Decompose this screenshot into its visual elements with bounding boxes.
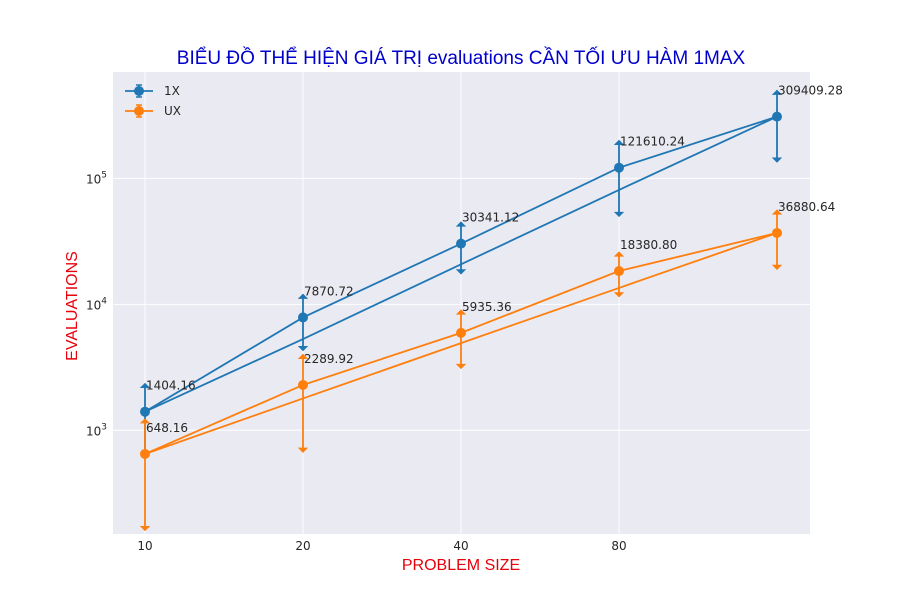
data-labels: 1404.16 7870.72 30341.12 121610.24 309409.28… (146, 84, 843, 435)
y-tick-label: 104 (86, 296, 107, 312)
y-axis-title: EVALUATIONS (64, 251, 81, 361)
data-label: 5935.36 (462, 300, 512, 314)
data-point (140, 406, 150, 417)
error-cap-up (455, 309, 467, 315)
error-cap-up (139, 418, 151, 424)
data-point (772, 111, 782, 122)
legend-label: UX (164, 104, 181, 118)
error-cap-up (297, 293, 309, 299)
data-point (614, 266, 624, 277)
legend-marker (134, 106, 144, 116)
data-point (456, 327, 466, 338)
data-label: 309409.28 (778, 84, 843, 98)
data-label: 18380.80 (620, 238, 677, 252)
y-tick-base: 10 (86, 298, 101, 312)
y-tick-label: 105 (86, 170, 107, 186)
data-label: 1404.16 (146, 379, 196, 393)
series-markers (140, 111, 782, 459)
data-point (298, 312, 308, 323)
error-cap-up (771, 89, 783, 95)
legend-marker (134, 86, 144, 96)
data-point (140, 448, 150, 459)
x-tick-label: 20 (295, 539, 310, 553)
y-tick-exponent: 3 (101, 422, 107, 432)
x-tick-label: 10 (137, 539, 152, 553)
error-cap-down (455, 363, 467, 370)
error-cap-down (613, 292, 625, 298)
x-tick-label: 40 (453, 539, 468, 553)
error-cap-up (455, 221, 467, 227)
error-cap-down (139, 525, 151, 532)
data-label: 648.16 (146, 421, 188, 435)
error-cap-down (297, 447, 309, 453)
error-cap-up (613, 139, 625, 146)
legend-item-UX: UX (125, 104, 181, 118)
error-cap-up (771, 209, 783, 215)
y-tick-label: 103 (86, 422, 107, 438)
error-cap-up (297, 353, 309, 359)
legend-item-1X: 1X (125, 84, 180, 98)
data-label: 2289.92 (304, 352, 354, 366)
y-tick-base: 10 (86, 424, 101, 438)
y-tick-exponent: 5 (101, 170, 107, 180)
error-cap-down (771, 264, 783, 270)
x-tick-label: 80 (611, 539, 626, 553)
legend-label: 1X (164, 84, 180, 98)
data-point (772, 227, 782, 238)
x-tick-labels: 10 20 40 80 (137, 539, 626, 553)
x-axis-title: PROBLEM SIZE (402, 557, 520, 574)
legend: 1X UX (125, 84, 181, 118)
error-cap-down (455, 269, 467, 275)
y-tick-exponent: 4 (101, 296, 107, 306)
error-cap-up (139, 382, 151, 389)
chart-title: BIỂU ĐỒ THỂ HIỆN GIÁ TRỊ evaluations CẦN… (177, 47, 746, 69)
data-label: 36880.64 (778, 200, 835, 214)
error-cap-down (297, 345, 309, 352)
y-tick-base: 10 (86, 172, 101, 186)
data-label: 30341.12 (462, 211, 519, 225)
data-point (614, 162, 624, 173)
data-point (298, 379, 308, 390)
error-cap-up (613, 251, 625, 257)
error-cap-down (771, 157, 783, 163)
error-cap-down (613, 211, 625, 218)
data-label: 121610.24 (620, 135, 685, 149)
data-point (456, 238, 466, 249)
data-label: 7870.72 (304, 284, 354, 298)
